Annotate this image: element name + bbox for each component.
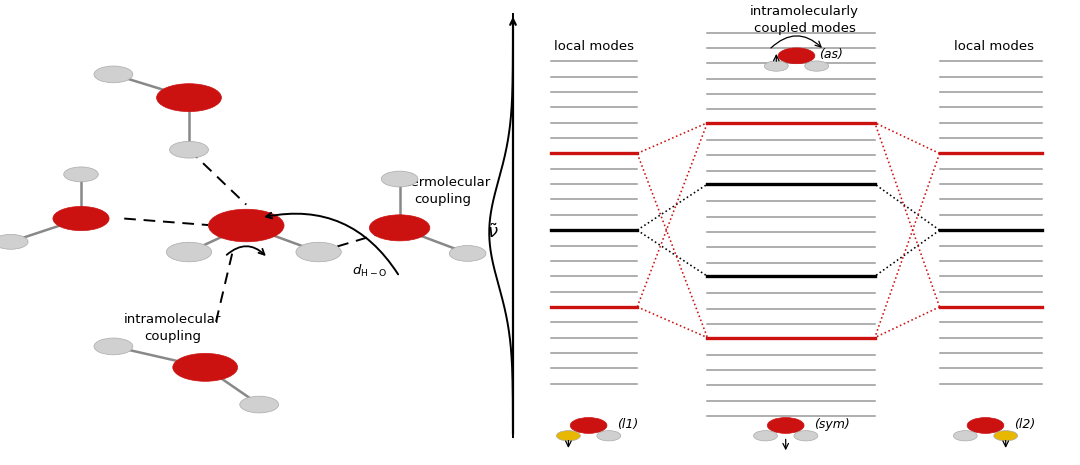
Text: $d_{\rm H-O}$: $d_{\rm H-O}$ xyxy=(352,263,387,279)
Circle shape xyxy=(570,418,607,433)
Text: intramolecular
coupling: intramolecular coupling xyxy=(124,313,221,343)
Circle shape xyxy=(765,61,788,71)
Circle shape xyxy=(449,246,486,261)
Circle shape xyxy=(794,431,818,441)
Circle shape xyxy=(754,431,778,441)
Circle shape xyxy=(94,66,133,83)
Circle shape xyxy=(296,242,341,262)
Circle shape xyxy=(556,431,580,441)
Circle shape xyxy=(994,431,1017,441)
Circle shape xyxy=(240,396,279,413)
Circle shape xyxy=(64,167,98,182)
Circle shape xyxy=(170,141,208,158)
Circle shape xyxy=(597,431,621,441)
Circle shape xyxy=(208,209,284,242)
Circle shape xyxy=(166,242,212,262)
Text: intermolecular
coupling: intermolecular coupling xyxy=(394,176,491,206)
Text: local modes: local modes xyxy=(554,40,634,53)
Circle shape xyxy=(0,234,28,249)
Text: (as): (as) xyxy=(820,48,843,61)
Circle shape xyxy=(767,418,804,433)
Text: $\tilde{\nu}$: $\tilde{\nu}$ xyxy=(487,223,498,242)
Text: local modes: local modes xyxy=(954,40,1034,53)
Circle shape xyxy=(173,353,238,381)
Circle shape xyxy=(53,206,109,231)
Circle shape xyxy=(369,215,430,241)
Text: (l1): (l1) xyxy=(617,418,638,431)
Text: (l2): (l2) xyxy=(1014,418,1035,431)
Circle shape xyxy=(805,61,828,71)
Circle shape xyxy=(968,418,1004,433)
Circle shape xyxy=(381,171,418,187)
Circle shape xyxy=(157,84,221,112)
Circle shape xyxy=(954,431,977,441)
Circle shape xyxy=(778,48,815,64)
Text: (sym): (sym) xyxy=(814,418,850,431)
Circle shape xyxy=(94,338,133,355)
Text: intramolecularly
coupled modes: intramolecularly coupled modes xyxy=(751,5,859,35)
